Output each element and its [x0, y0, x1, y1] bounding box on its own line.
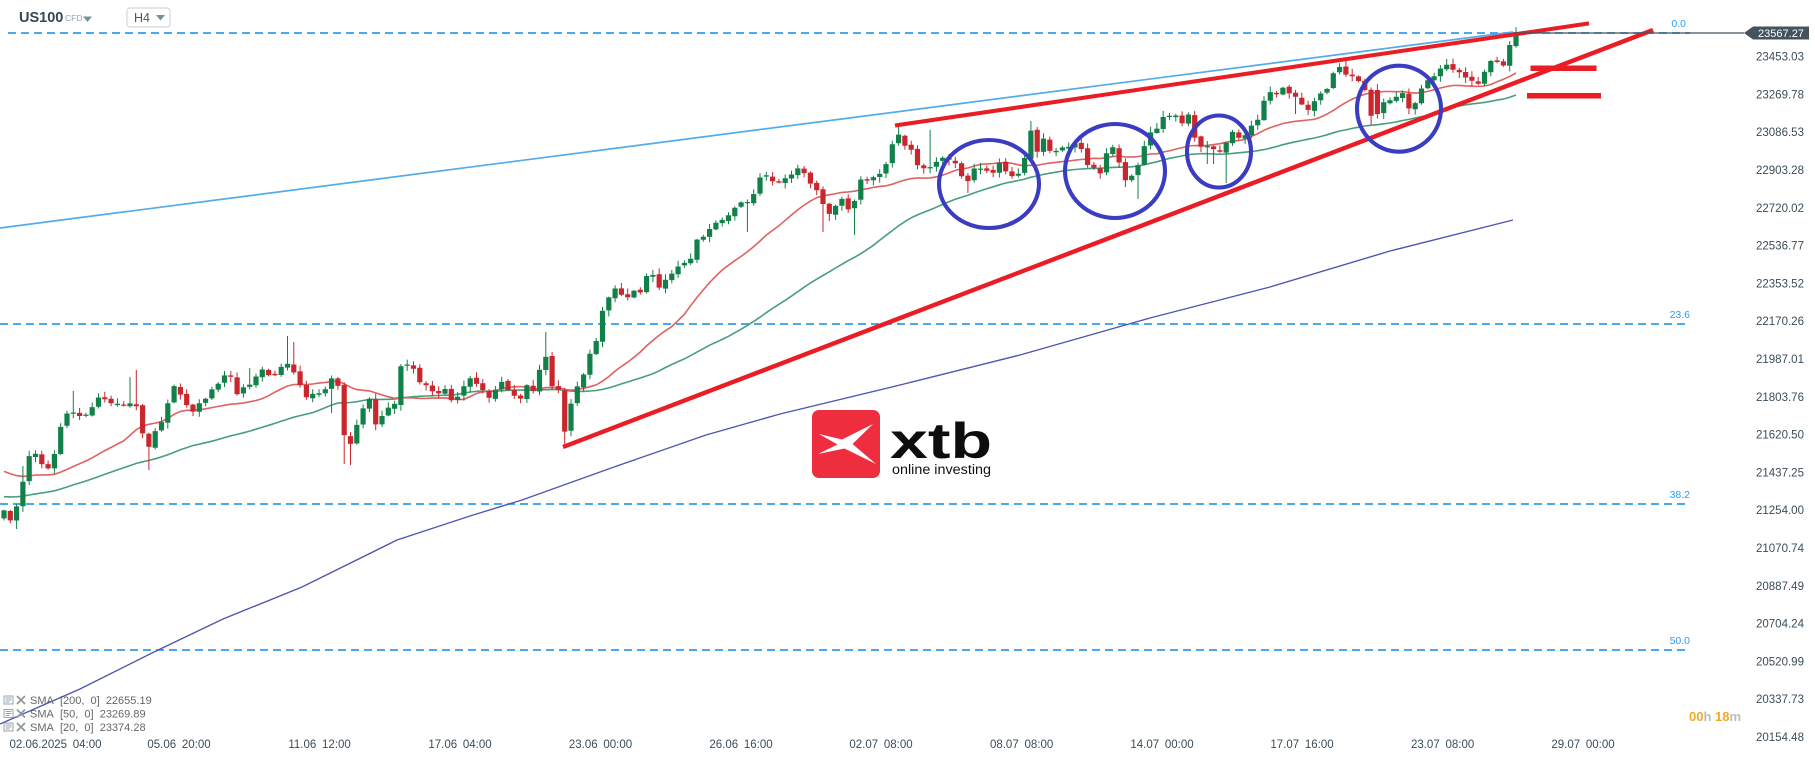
svg-text:23269.78: 23269.78 [1756, 89, 1804, 101]
svg-text:22536.77: 22536.77 [1756, 241, 1804, 253]
svg-text:50.0: 50.0 [1670, 635, 1691, 647]
svg-text:38.2: 38.2 [1670, 489, 1691, 501]
svg-text:21803.76: 21803.76 [1756, 392, 1804, 404]
svg-text:22903.28: 22903.28 [1756, 165, 1804, 177]
svg-text:29.07 00:00: 29.07 00:00 [1551, 739, 1614, 751]
svg-text:20520.99: 20520.99 [1756, 656, 1804, 668]
svg-text:23086.53: 23086.53 [1756, 127, 1804, 139]
svg-text:17.06 04:00: 17.06 04:00 [428, 739, 491, 751]
svg-text:23.6: 23.6 [1670, 309, 1691, 321]
svg-text:23.07 08:00: 23.07 08:00 [1411, 739, 1474, 751]
svg-text:SMA [200, 0] 22655.19: SMA [200, 0] 22655.19 [30, 695, 152, 707]
svg-text:22170.26: 22170.26 [1756, 316, 1804, 328]
svg-text:H4: H4 [134, 11, 150, 25]
svg-text:22353.52: 22353.52 [1756, 278, 1804, 290]
svg-text:SMA [20, 0] 23374.28: SMA [20, 0] 23374.28 [30, 722, 146, 734]
svg-text:21437.25: 21437.25 [1756, 467, 1804, 479]
svg-text:23567.27: 23567.27 [1758, 28, 1804, 40]
svg-text:23.06 00:00: 23.06 00:00 [569, 739, 632, 751]
svg-text:14.07 00:00: 14.07 00:00 [1130, 739, 1193, 751]
svg-text:20704.24: 20704.24 [1756, 619, 1805, 631]
svg-text:23453.03: 23453.03 [1756, 52, 1804, 64]
svg-text:20337.73: 20337.73 [1756, 694, 1804, 706]
svg-text:22720.02: 22720.02 [1756, 203, 1804, 215]
svg-text:00h 18m: 00h 18m [1689, 709, 1741, 724]
svg-text:US100: US100 [19, 10, 63, 26]
svg-text:21620.50: 21620.50 [1756, 430, 1804, 442]
svg-text:0.0: 0.0 [1671, 18, 1686, 30]
svg-text:08.07 08:00: 08.07 08:00 [990, 739, 1053, 751]
svg-text:26.06 16:00: 26.06 16:00 [709, 739, 772, 751]
svg-text:SMA [50, 0] 23269.89: SMA [50, 0] 23269.89 [30, 709, 146, 721]
svg-text:05.06 20:00: 05.06 20:00 [147, 739, 210, 751]
svg-text:11.06 12:00: 11.06 12:00 [288, 739, 350, 751]
svg-text:20154.48: 20154.48 [1756, 732, 1804, 744]
svg-text:20887.49: 20887.49 [1756, 581, 1804, 593]
svg-text:online investing: online investing [892, 462, 991, 477]
svg-text:21070.74: 21070.74 [1756, 543, 1805, 555]
svg-text:21254.00: 21254.00 [1756, 505, 1804, 517]
svg-text:17.07 16:00: 17.07 16:00 [1270, 739, 1333, 751]
svg-text:xtb: xtb [890, 413, 992, 469]
svg-text:21987.01: 21987.01 [1756, 354, 1804, 366]
svg-text:02.07 08:00: 02.07 08:00 [849, 739, 912, 751]
svg-text:CFD: CFD [65, 13, 82, 23]
svg-text:02.06.2025 04:00: 02.06.2025 04:00 [9, 739, 101, 751]
